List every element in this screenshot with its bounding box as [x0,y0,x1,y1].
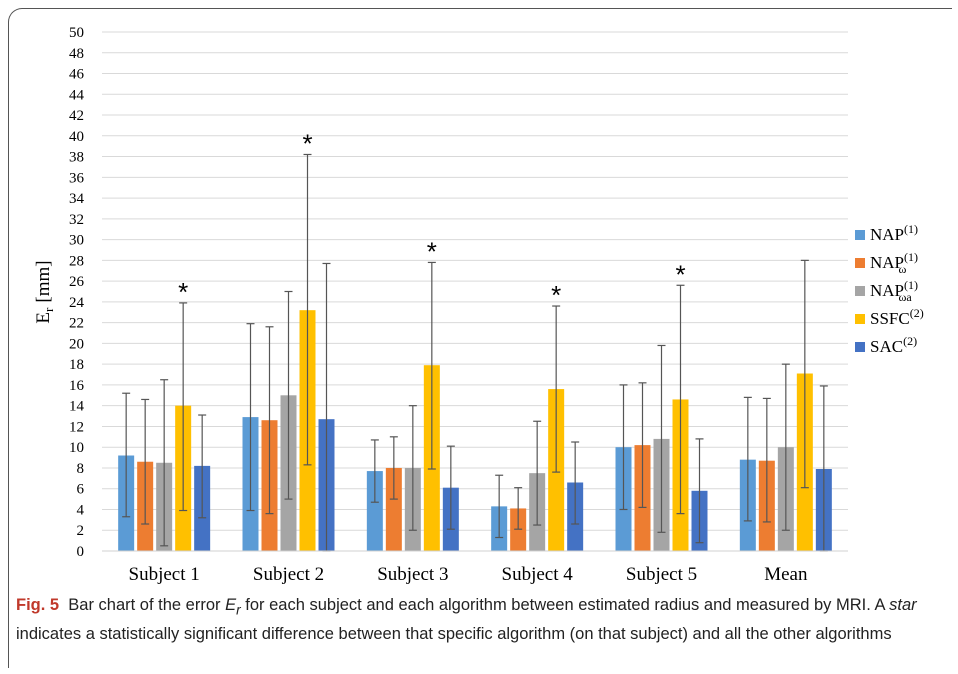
y-tick-label: 42 [69,108,84,124]
caption-text-2: for each subject and each algorithm betw… [240,596,890,614]
y-tick-label: 44 [69,87,85,103]
x-category-label: Mean [764,564,808,585]
legend-swatch [855,258,865,268]
y-tick-label: 28 [69,253,84,269]
bar [385,467,402,551]
legend-swatch [855,314,865,324]
caption-star-word: star [889,596,917,614]
y-tick-label: 36 [69,170,85,186]
y-axis-label: Er [mm] [33,260,56,323]
y-tick-label: 0 [77,544,85,560]
y-axis-ticks: 0246810121416182022242628303234363840424… [69,25,85,560]
significance-stars: * * * * * [178,128,685,310]
legend-swatch [855,342,865,352]
y-tick-label: 6 [77,482,85,498]
y-tick-label: 26 [69,274,85,290]
y-tick-label: 24 [69,295,85,311]
x-category-label: Subject 4 [502,564,574,585]
legend-label: NAP(1) ωa [870,278,918,304]
bar-chart: 0246810121416182022242628303234363840424… [33,25,924,585]
error-bars [122,153,828,552]
y-tick-label: 32 [69,212,84,228]
caption-variable-sub: r [236,602,241,618]
y-tick-label: 10 [69,440,84,456]
x-axis-categories: Subject 1 Subject 2 Subject 3 Subject 4 Subj… [129,564,808,585]
x-category-label: Subject 1 [129,564,200,585]
y-tick-label: 20 [69,336,84,352]
caption-variable: E [225,596,237,614]
legend-swatch [855,230,865,240]
y-tick-label: 46 [69,67,85,83]
bars [118,310,832,551]
caption-text-3: indicates a statistically significant di… [16,625,892,644]
legend-label: NAP(1) ω [870,250,918,276]
y-tick-label: 18 [69,357,84,373]
grid-lines [102,31,848,531]
y-axis-label-var: E [33,312,54,324]
x-category-label: Subject 5 [626,564,697,585]
y-tick-label: 30 [69,233,84,249]
y-axis-label-sub: r [41,307,56,312]
figure-frame [8,8,952,668]
significance-star: * [302,128,312,158]
significance-star: * [551,280,561,310]
bar [366,471,383,551]
caption-text-1: Bar chart of the error [68,596,226,614]
y-tick-label: 22 [69,316,84,332]
caption-figure-label: Fig. 5 [16,596,60,614]
y-tick-label: 8 [77,461,85,477]
x-category-label: Subject 3 [377,564,448,585]
legend-label: SSFC(2) [870,306,924,328]
significance-star: * [675,259,685,289]
y-tick-label: 12 [69,419,84,435]
legend-swatch [855,286,865,296]
legend-label: NAP(1) [870,222,918,244]
y-tick-label: 50 [69,25,84,41]
x-category-label: Subject 2 [253,564,324,585]
y-tick-label: 38 [69,150,84,166]
y-tick-label: 40 [69,129,84,145]
y-tick-label: 34 [69,191,85,207]
y-tick-label: 16 [69,378,85,394]
significance-star: * [178,277,188,307]
y-tick-label: 4 [77,502,85,518]
y-tick-label: 2 [77,523,85,539]
y-tick-label: 48 [69,46,84,62]
legend-label: SAC(2) [870,334,917,356]
significance-star: * [427,236,437,266]
y-axis-label-unit: [mm] [33,260,54,302]
figure-caption: Fig. 5 Bar chart of the error Er for eac… [16,593,946,646]
y-tick-label: 14 [69,399,85,415]
